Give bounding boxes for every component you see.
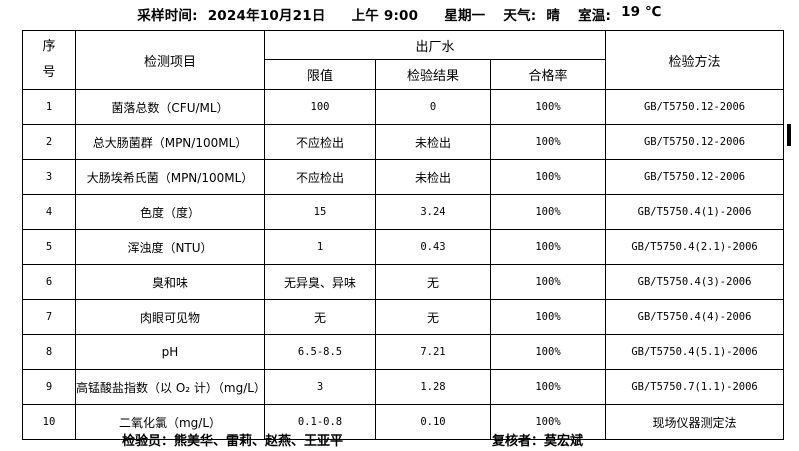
table-row: 7 肉眼可见物无无 100% GB/T5750.4(4)-2006: [22, 299, 785, 335]
col-header-group-outlet-water: 出厂水: [263, 30, 607, 60]
cell-limit: 无异臭、异味: [264, 264, 376, 300]
cell-item: 总大肠菌群（MPN/100ML）: [75, 124, 265, 160]
water-quality-table-container: 序 号 检测项目 出厂水 检验方法 限值 检验结果 合格率 1 菌落总数（CFU/…: [22, 30, 785, 440]
cell-method: GB/T5750.12-2006: [605, 89, 785, 125]
cell-result: 未检出: [375, 124, 491, 160]
table-head: 序 号 检测项目 出厂水 检验方法 限值 检验结果 合格率: [22, 30, 785, 90]
cell-rate: 100%: [489, 264, 607, 300]
col-header-limit: 限值: [264, 59, 376, 90]
room-temp-value: 19 ℃: [621, 4, 662, 20]
cell-limit: 不应检出: [264, 124, 376, 160]
col-header-index-line2: 号: [42, 65, 56, 80]
sampling-time-label: 采样时间:: [137, 8, 198, 24]
water-quality-table: 序 号 检测项目 出厂水 检验方法 限值 检验结果 合格率 1 菌落总数（CFU/…: [22, 30, 785, 440]
sampling-time-value: 上午 9:00: [351, 8, 419, 24]
cell-limit: 3: [264, 369, 376, 405]
cell-item: 肉眼可见物: [75, 299, 265, 335]
table-row: 5 浑浊度（NTU） 1 0.43 100% GB/T5750.4(2.1)-2006: [22, 229, 785, 265]
cell-rate: 100%: [489, 124, 607, 160]
cell-limit: 15: [264, 194, 376, 230]
table-body: 1 菌落总数（CFU/ML） 100 0 100% GB/T5750.12-2006 2 总大…: [22, 89, 785, 440]
weather-label: 天气:: [503, 8, 537, 24]
cell-result: 0: [375, 89, 491, 125]
sampling-date-value: 2024年10月21日: [207, 8, 326, 24]
cell-method: GB/T5750.4(2.1)-2006: [605, 229, 785, 265]
col-header-method: 检验方法: [605, 30, 785, 90]
cell-result: 7.21: [375, 334, 491, 370]
table-row: 6 臭和味 无异臭、异味无 100% GB/T5750.4(3)-2006: [22, 264, 785, 300]
weekday-value: 星期一: [444, 8, 486, 24]
report-header-line: 采样时间: 2024年10月21日 上午 9:00 星期一 天气: 晴 室温: 19 ℃: [0, 4, 799, 24]
col-header-pass-rate: 合格率: [489, 59, 607, 90]
cell-result: 无: [375, 299, 491, 335]
cell-idx: 4: [22, 194, 76, 230]
cell-limit: 1: [264, 229, 376, 265]
cell-method: GB/T5750.4(3)-2006: [605, 264, 785, 300]
cell-rate: 100%: [489, 369, 607, 405]
cell-method: GB/T5750.12-2006: [605, 124, 785, 160]
cell-method: 现场仪器测定法: [605, 404, 785, 440]
cell-limit: 无: [264, 299, 376, 335]
cell-result: 0.43: [375, 229, 491, 265]
cell-limit: 100: [264, 89, 376, 125]
cell-rate: 100%: [489, 334, 607, 370]
col-header-index-line1: 序: [42, 39, 56, 54]
table-row: 4 色度（度） 15 3.24 100% GB/T5750.4(1)-2006: [22, 194, 785, 230]
cell-rate: 100%: [489, 194, 607, 230]
cell-method: GB/T5750.4(4)-2006: [605, 299, 785, 335]
cell-idx: 10: [22, 404, 76, 440]
cell-item: 臭和味: [75, 264, 265, 300]
reviewer-name: 复核者：莫宏斌: [492, 434, 584, 449]
table-row: 3 大肠埃希氏菌（MPN/100ML） 不应检出 未检出 100% GB/T5750.12…: [22, 159, 785, 195]
cell-result: 3.24: [375, 194, 491, 230]
cell-result: 无: [375, 264, 491, 300]
cell-item: 色度（度）: [75, 194, 265, 230]
scrollbar-artifact: [787, 124, 791, 146]
table-row: 8 pH 6.5-8.5 7.21 100% GB/T5750.4(5.1)-2006: [22, 334, 785, 370]
col-header-result: 检验结果: [375, 59, 491, 90]
cell-idx: 1: [22, 89, 76, 125]
col-header-item: 检测项目: [75, 30, 265, 90]
cell-idx: 9: [22, 369, 76, 405]
table-row: 1 菌落总数（CFU/ML） 100 0 100% GB/T5750.12-2006: [22, 89, 785, 125]
cell-result: 1.28: [375, 369, 491, 405]
cell-limit: 6.5-8.5: [264, 334, 376, 370]
cell-item: 大肠埃希氏菌（MPN/100ML）: [75, 159, 265, 195]
cell-method: GB/T5750.4(5.1)-2006: [605, 334, 785, 370]
col-header-index: 序 号: [22, 30, 76, 90]
cell-idx: 5: [22, 229, 76, 265]
cell-method: GB/T5750.12-2006: [605, 159, 785, 195]
cell-idx: 8: [22, 334, 76, 370]
cell-result: 0.10: [375, 404, 491, 440]
cell-item: pH: [75, 334, 265, 370]
cell-idx: 7: [22, 299, 76, 335]
cell-method: GB/T5750.4(1)-2006: [605, 194, 785, 230]
cell-item: 菌落总数（CFU/ML）: [75, 89, 265, 125]
cell-rate: 100%: [489, 89, 607, 125]
cell-rate: 100%: [489, 159, 607, 195]
cell-rate: 100%: [489, 404, 607, 440]
cell-result: 未检出: [375, 159, 491, 195]
table-header-row-2: 限值 检验结果 合格率: [23, 59, 784, 90]
cell-idx: 6: [22, 264, 76, 300]
inspector-names: 检验员：熊美华、雷莉、赵燕、王亚平: [122, 434, 344, 449]
cell-method: GB/T5750.7(1.1)-2006: [605, 369, 785, 405]
cell-item: 高锰酸盐指数（以 O₂ 计）（mg/L）: [75, 369, 266, 405]
cell-rate: 100%: [489, 229, 607, 265]
cell-idx: 2: [22, 124, 76, 160]
cell-idx: 3: [22, 159, 76, 195]
table-row: 10 二氧化氯（mg/L） 0.1-0.8 0.10 100% 现场仪器测定法: [22, 404, 785, 440]
table-header-row-1: 序 号 检测项目 出厂水 检验方法: [22, 30, 785, 90]
table-row: 9 高锰酸盐指数（以 O₂ 计）（mg/L） 3 1.28 100% GB/T5750.7…: [22, 369, 785, 405]
cell-rate: 100%: [489, 299, 607, 335]
cell-limit: 不应检出: [264, 159, 376, 195]
cell-item: 浑浊度（NTU）: [75, 229, 265, 265]
weather-value: 晴: [546, 8, 561, 24]
table-row: 2 总大肠菌群（MPN/100ML） 不应检出 未检出 100% GB/T5750.12-…: [22, 124, 785, 160]
room-temp-label: 室温:: [578, 8, 612, 24]
